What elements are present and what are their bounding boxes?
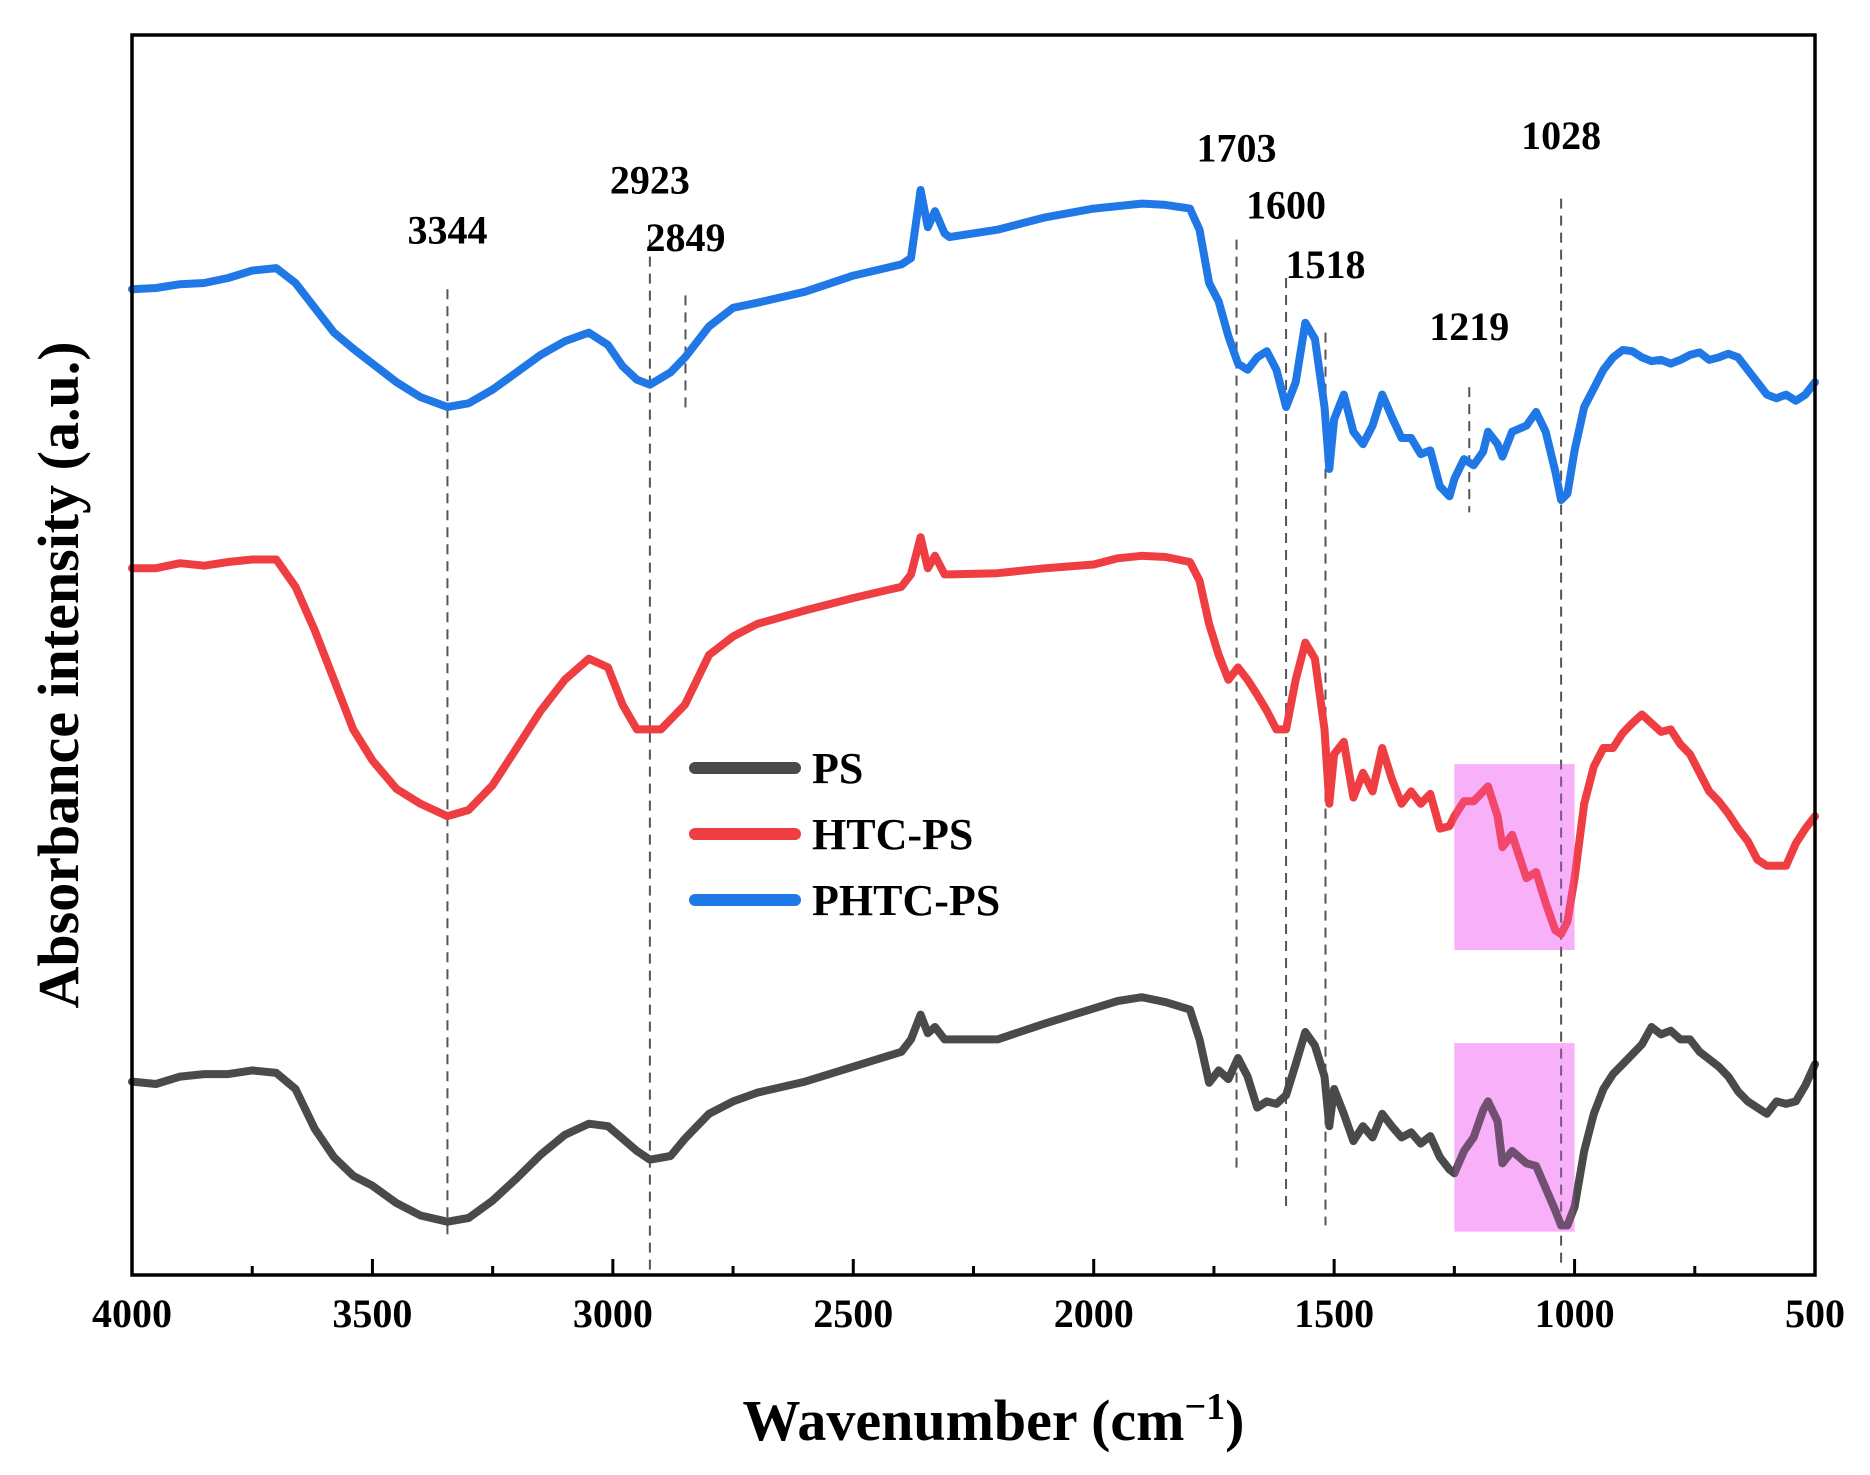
highlight-region-overlay xyxy=(1454,764,1575,951)
axes-layer: 4000 3500 3000 2500 2000 1500 1000 500 xyxy=(92,33,1845,1336)
x-tick-label: 3500 xyxy=(332,1291,412,1336)
peak-label-layer: 3344 2923 2849 1703 1600 1518 1219 1028 xyxy=(407,113,1601,349)
series-line-htc-ps xyxy=(128,533,1819,938)
x-tick-label: 3000 xyxy=(573,1291,653,1336)
highlight-overlay-layer xyxy=(1454,764,1575,1232)
legend-label: PS xyxy=(812,744,863,793)
peak-label: 1028 xyxy=(1521,113,1601,158)
x-tick-label: 2500 xyxy=(813,1291,893,1336)
x-tick-label: 4000 xyxy=(92,1291,172,1336)
x-axis-title-close: ) xyxy=(1225,1388,1244,1453)
x-ticks: 4000 3500 3000 2500 2000 1500 1000 500 xyxy=(92,1259,1845,1336)
highlight-layer xyxy=(1454,764,1575,1232)
peak-label: 2923 xyxy=(610,158,690,203)
y-axis-title: Absorbance intensity (a.u.) xyxy=(26,341,91,1008)
x-axis-title: Wavenumber (cm−1) xyxy=(743,1386,1245,1453)
legend-label: PHTC-PS xyxy=(812,876,1000,925)
peak-label: 1703 xyxy=(1197,125,1277,170)
peak-label: 1600 xyxy=(1246,183,1326,228)
peak-label: 1219 xyxy=(1429,304,1509,349)
series-layer xyxy=(128,186,1819,1230)
peak-label: 2849 xyxy=(645,215,725,260)
peak-label: 1518 xyxy=(1285,242,1365,287)
highlight-region-overlay xyxy=(1454,1043,1575,1232)
peak-label: 3344 xyxy=(407,207,487,252)
x-tick-label: 1500 xyxy=(1294,1291,1374,1336)
x-axis-title-main: Wavenumber (cm xyxy=(743,1388,1185,1453)
legend: PS HTC-PS PHTC-PS xyxy=(689,744,1000,925)
legend-label: HTC-PS xyxy=(812,810,973,859)
series-line-ps xyxy=(128,993,1819,1230)
x-tick-label: 1000 xyxy=(1535,1291,1615,1336)
x-tick-label: 500 xyxy=(1785,1291,1845,1336)
x-axis-title-superscript: −1 xyxy=(1184,1386,1225,1428)
x-tick-label: 2000 xyxy=(1054,1291,1134,1336)
series-line-phtc-ps xyxy=(128,186,1819,504)
